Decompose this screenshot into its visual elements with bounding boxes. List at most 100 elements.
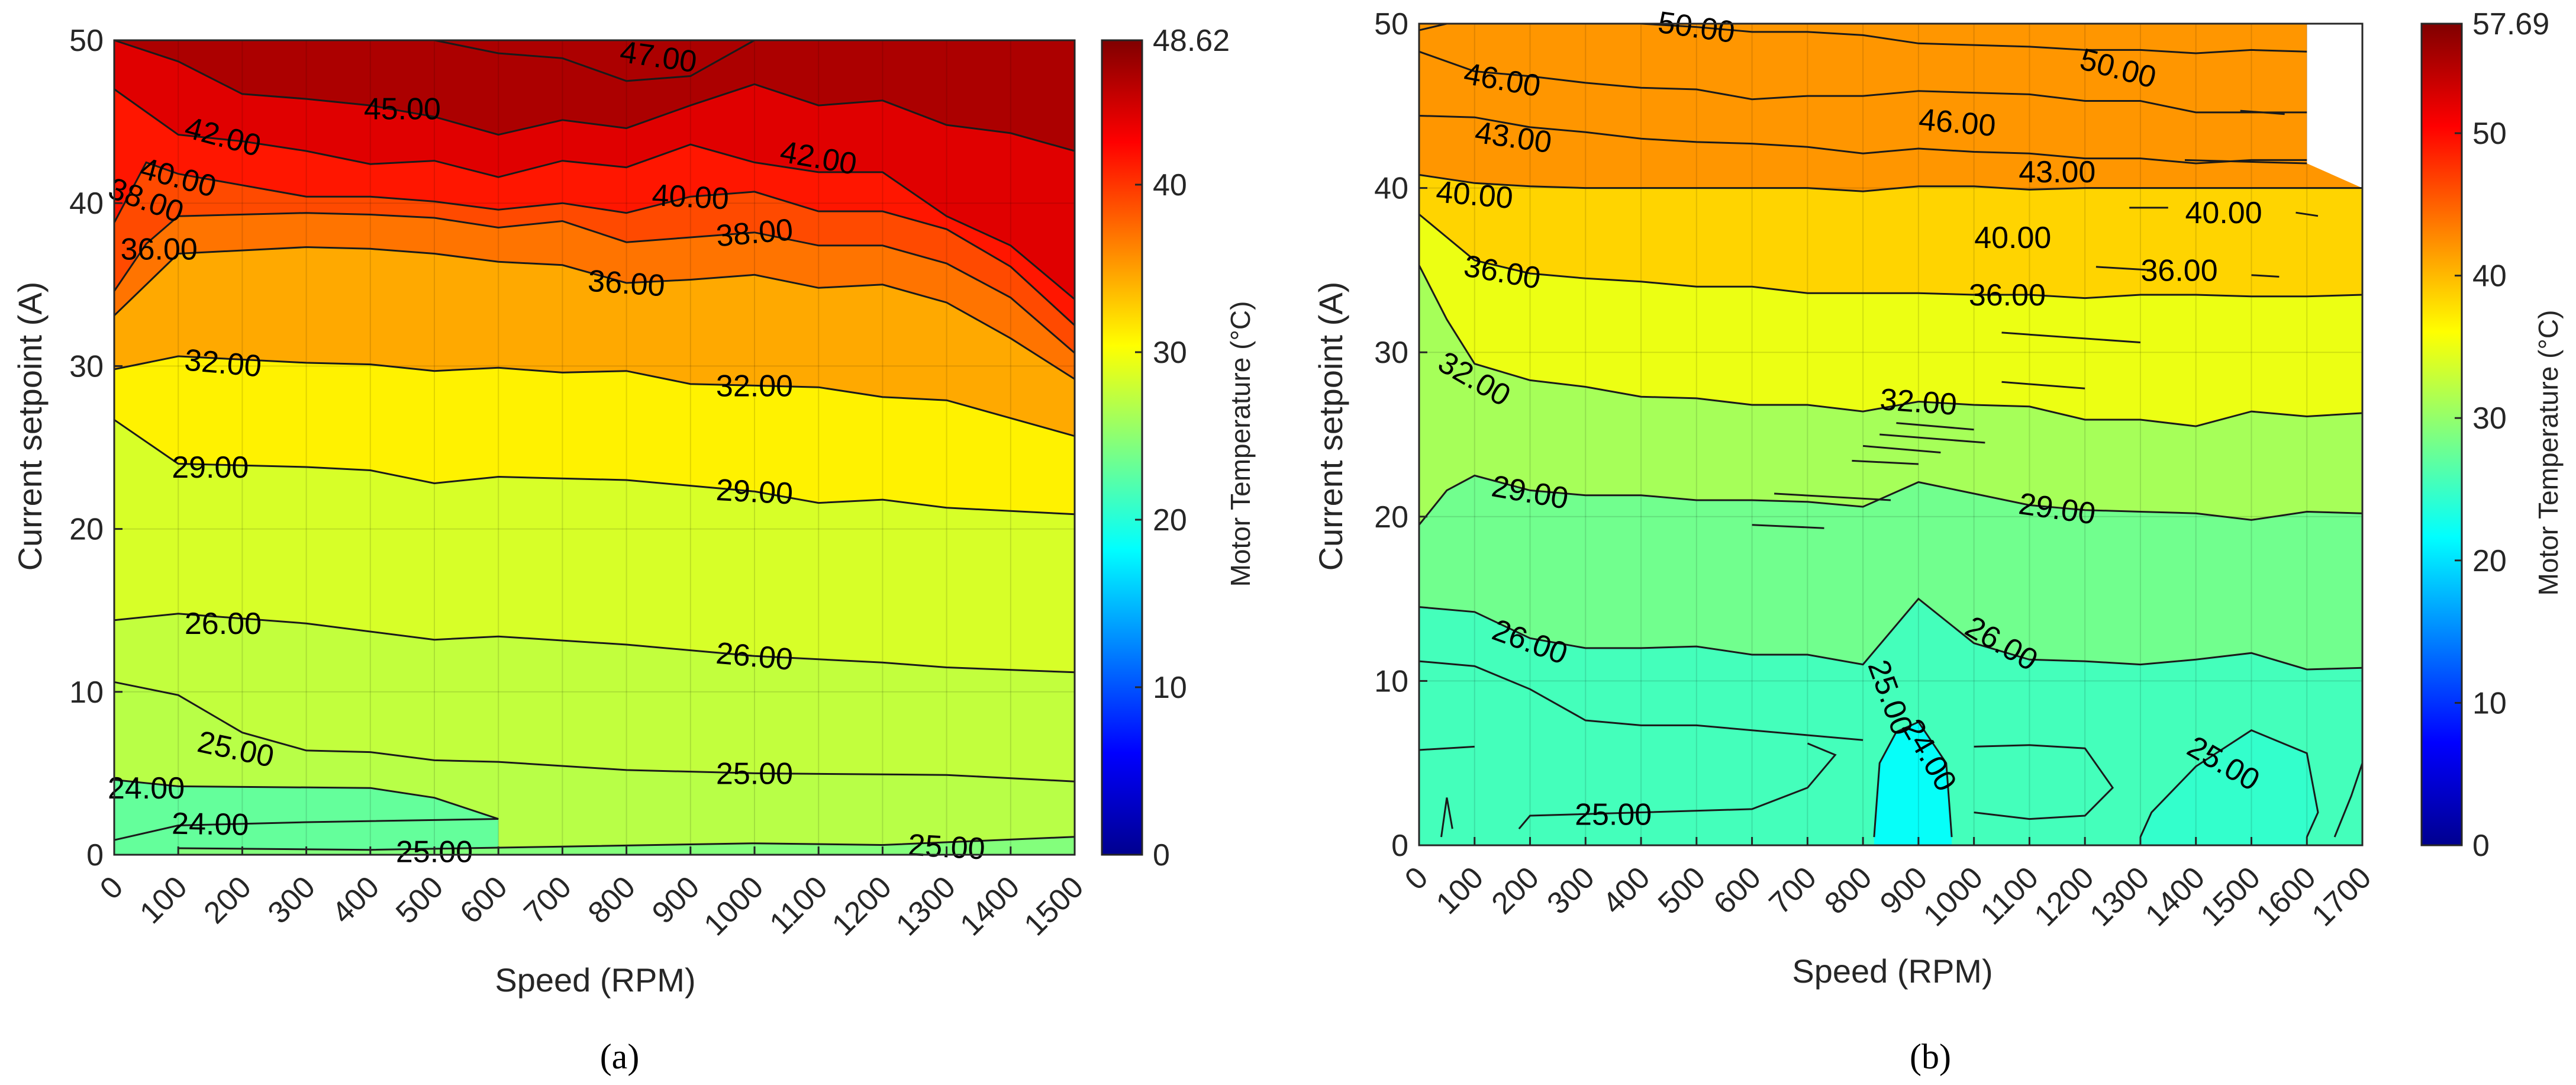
- x-tick-label: 0: [1398, 860, 1434, 896]
- contour-label: 26.00: [715, 636, 795, 677]
- contour-label: 40.00: [2185, 196, 2262, 230]
- isoline-36: [2251, 274, 2280, 278]
- isoline-45: [114, 39, 1075, 152]
- isoline-25: [1518, 742, 1837, 830]
- x-tick-label: 100: [133, 870, 194, 930]
- x-tick-label: 1500: [2194, 860, 2267, 933]
- x-tick-label: 100: [1430, 860, 1490, 920]
- y-tick-label: 0: [86, 838, 104, 872]
- isoline-25: [2333, 762, 2364, 838]
- contour-label: 32.00: [1879, 382, 1958, 422]
- isoline-36: [1418, 213, 2363, 300]
- x-tick-label: 900: [646, 870, 706, 930]
- x-tick-label: 600: [453, 870, 514, 930]
- isoline-25: [1418, 660, 1864, 741]
- contour-label: 25.00: [716, 756, 793, 791]
- x-tick-label: 1300: [2084, 860, 2156, 933]
- isoline-50: [1585, 22, 2307, 54]
- x-tick-label: 1100: [1974, 860, 2045, 931]
- x-tick-label: 300: [262, 870, 322, 930]
- no-data-region: [2307, 24, 2362, 188]
- colorbar-tick-label: 10: [1153, 671, 1187, 705]
- contour-label: 36.00: [2141, 253, 2218, 288]
- contour-label: 29.00: [172, 450, 249, 485]
- x-tick-label: 200: [198, 870, 258, 930]
- colorbar-tick-label: 40: [1153, 168, 1187, 202]
- isoline-50: [1418, 22, 1447, 31]
- x-tick-label: 700: [1762, 860, 1823, 920]
- isoline-43: [2184, 159, 2307, 165]
- contour-label: 38.00: [715, 213, 795, 253]
- y-tick-label: 40: [69, 186, 104, 221]
- contour-pocket: [114, 780, 499, 855]
- x-tick-label: 1000: [698, 870, 770, 942]
- x-tick-label: 1000: [1917, 860, 1990, 933]
- colorbar-label-a: Motor Temperature (°C): [1225, 301, 1256, 587]
- contour-label: 46.00: [1917, 102, 1997, 143]
- panel-label-b: (b): [1910, 1037, 1951, 1076]
- y-tick-label: 20: [69, 513, 104, 547]
- y-tick-label: 30: [1374, 336, 1408, 370]
- contour-pocket: [1874, 722, 1952, 845]
- contour-label: 29.00: [715, 473, 794, 511]
- y-tick-label: 40: [1374, 172, 1408, 206]
- isoline-25: [114, 681, 1075, 783]
- x-tick-label: 800: [582, 870, 642, 930]
- contour-label: 25.00: [1575, 797, 1652, 832]
- colorbar-tick-label: 57.69: [2472, 7, 2549, 41]
- contour-band: [1419, 24, 2362, 191]
- colorbar-gradient: [2420, 22, 2463, 846]
- y-tick-label: 0: [1391, 829, 1408, 863]
- y-tick-label: 20: [1374, 500, 1408, 535]
- y-axis-ticks-b: 0 10 20 30 40 50: [1374, 7, 1427, 863]
- contour-label: 36.00: [1969, 278, 2046, 313]
- isoline-24: [114, 818, 499, 841]
- isoline-32: [1418, 265, 2363, 427]
- isoline-32: [2001, 381, 2085, 389]
- contour-label: 32.00: [716, 369, 793, 403]
- x-tick-label: 1300: [889, 870, 962, 942]
- grid-a: [114, 40, 1075, 855]
- contour-fills-a: [114, 40, 1075, 855]
- isoline-32: [1862, 445, 1941, 453]
- contour-label: 43.00: [2019, 155, 2095, 189]
- contour-label: 26.00: [185, 607, 262, 641]
- colorbar-tick-label: 40: [2472, 259, 2507, 294]
- contour-pocket: [2140, 730, 2318, 845]
- isoline-40: [113, 161, 1076, 326]
- isoline-29: [1752, 524, 1824, 529]
- contour-label: 24.00: [108, 771, 185, 806]
- isoline-29: [114, 418, 1075, 516]
- x-tick-label: 1400: [2139, 860, 2211, 933]
- isoline-25: [178, 836, 1075, 851]
- isoline-25: [1974, 744, 2114, 820]
- x-tick-label: 300: [1540, 860, 1601, 920]
- colorbar-tick-label: 0: [2472, 829, 2490, 863]
- plot-frame-b: [1418, 22, 2364, 846]
- x-tick-label: 1100: [763, 870, 834, 941]
- contour-label: 24.00: [172, 807, 249, 842]
- colorbar-a: 0 10 20 30 40 48.62: [1101, 24, 1230, 872]
- colorbar-tick-label: 48.62: [1153, 24, 1230, 58]
- x-axis-ticks-b: 0100200300400500600700800900100011001200…: [1398, 837, 2378, 933]
- colorbar-tick-label: 20: [2472, 544, 2507, 578]
- x-tick-label: 700: [518, 870, 578, 930]
- x-tick-label: 1500: [1018, 870, 1091, 942]
- colorbar-tick-label: 0: [1153, 838, 1170, 872]
- y-axis-ticks-a: 0 10 20 30 40 50: [69, 24, 122, 872]
- colorbar-tick-label: 30: [2472, 401, 2507, 436]
- isoline-26: [114, 613, 1075, 674]
- isoline-24: [114, 778, 499, 820]
- x-tick-label: 500: [389, 870, 450, 930]
- isoline-26: [1418, 597, 2363, 671]
- x-tick-label: 1200: [826, 870, 898, 942]
- isoline-32: [114, 355, 1075, 437]
- isoline-32: [1852, 459, 1919, 465]
- x-tick-label: 1700: [2306, 860, 2378, 933]
- isoline-36: [2095, 266, 2152, 271]
- contour-label: 40.00: [1974, 221, 2051, 255]
- isoline-38: [113, 212, 1075, 354]
- colorbar-label-b: Motor Temperature (°C): [2533, 310, 2564, 596]
- x-tick-label: 500: [1652, 860, 1712, 920]
